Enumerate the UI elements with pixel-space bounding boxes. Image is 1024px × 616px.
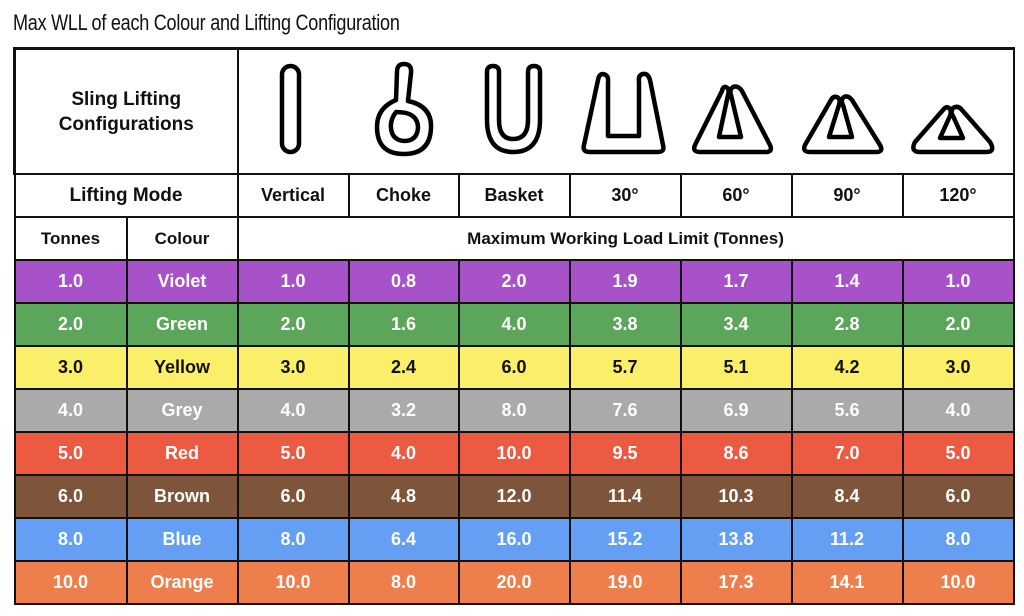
wll-cell: 4.2 (790, 345, 904, 390)
wll-cell: 8.6 (679, 431, 793, 476)
mode-90: 90° (790, 173, 904, 218)
mode-choke: Choke (347, 173, 460, 218)
tonnes-cell: 8.0 (13, 517, 128, 562)
colour-cell: Orange (125, 560, 239, 605)
tonnes-cell: 10.0 (13, 560, 128, 605)
wll-header: Maximum Working Load Limit (Tonnes) (236, 216, 1015, 261)
wll-cell: 0.8 (347, 259, 460, 304)
wll-cell: 9.5 (568, 431, 682, 476)
colour-cell: Green (125, 302, 239, 347)
table-row-yellow: 3.0 Yellow 3.0 2.4 6.0 5.7 5.1 4.2 3.0 (13, 345, 1015, 390)
wll-cell: 19.0 (568, 560, 682, 605)
wll-cell: 4.0 (347, 431, 460, 476)
wll-cell: 6.4 (347, 517, 460, 562)
wll-cell: 2.0 (236, 302, 350, 347)
config-label-text: Sling Lifting Configurations (58, 88, 194, 135)
colour-cell: Red (125, 431, 239, 476)
config-icons-cell (236, 47, 1015, 175)
wll-cell: 11.2 (790, 517, 904, 562)
table-row-grey: 4.0 Grey 4.0 3.2 8.0 7.6 6.9 5.6 4.0 (13, 388, 1015, 433)
wll-cell: 6.0 (901, 474, 1015, 519)
wll-cell: 2.4 (347, 345, 460, 390)
wll-cell: 5.0 (236, 431, 350, 476)
wll-cell: 2.0 (457, 259, 571, 304)
wll-table: Sling Lifting Configurations Lifting Mod… (13, 47, 1015, 605)
mode-120: 120° (901, 173, 1015, 218)
wll-cell: 8.0 (457, 388, 571, 433)
wll-cell: 4.0 (901, 388, 1015, 433)
colour-cell: Blue (125, 517, 239, 562)
wll-cell: 5.1 (679, 345, 793, 390)
wll-cell: 1.9 (568, 259, 682, 304)
wll-cell: 3.4 (679, 302, 793, 347)
wll-cell: 1.0 (901, 259, 1015, 304)
tonnes-cell: 3.0 (13, 345, 128, 390)
wll-cell: 4.0 (457, 302, 571, 347)
colour-cell: Violet (125, 259, 239, 304)
tonnes-cell: 1.0 (13, 259, 128, 304)
colour-cell: Yellow (125, 345, 239, 390)
wll-cell: 8.4 (790, 474, 904, 519)
wll-cell: 6.9 (679, 388, 793, 433)
table-row-green: 2.0 Green 2.0 1.6 4.0 3.8 3.4 2.8 2.0 (13, 302, 1015, 347)
wll-cell: 10.3 (679, 474, 793, 519)
wll-cell: 10.0 (901, 560, 1015, 605)
wll-cell: 15.2 (568, 517, 682, 562)
wll-cell: 3.2 (347, 388, 460, 433)
wll-cell: 6.0 (457, 345, 571, 390)
wll-cell: 12.0 (457, 474, 571, 519)
mode-row: Lifting Mode Vertical Choke Basket 30° 6… (13, 173, 1015, 218)
wll-cell: 14.1 (790, 560, 904, 605)
wll-cell: 5.7 (568, 345, 682, 390)
wll-cell: 16.0 (457, 517, 571, 562)
table-row-violet: 1.0 Violet 1.0 0.8 2.0 1.9 1.7 1.4 1.0 (13, 259, 1015, 304)
page-title: Max WLL of each Colour and Lifting Confi… (13, 10, 400, 35)
table-row-red: 5.0 Red 5.0 4.0 10.0 9.5 8.6 7.0 5.0 (13, 431, 1015, 476)
wll-cell: 6.0 (236, 474, 350, 519)
wll-cell: 3.0 (901, 345, 1015, 390)
mode-label: Lifting Mode (13, 173, 239, 218)
mode-30: 30° (568, 173, 682, 218)
wll-cell: 3.8 (568, 302, 682, 347)
wll-cell: 8.0 (347, 560, 460, 605)
colour-header: Colour (125, 216, 239, 261)
wll-cell: 1.7 (679, 259, 793, 304)
table-row-blue: 8.0 Blue 8.0 6.4 16.0 15.2 13.8 11.2 8.0 (13, 517, 1015, 562)
wll-cell: 8.0 (901, 517, 1015, 562)
colour-cell: Brown (125, 474, 239, 519)
tonnes-cell: 6.0 (13, 474, 128, 519)
wll-cell: 8.0 (236, 517, 350, 562)
wll-cell: 17.3 (679, 560, 793, 605)
wll-cell: 4.0 (236, 388, 350, 433)
tonnes-cell: 2.0 (13, 302, 128, 347)
wll-cell: 20.0 (457, 560, 571, 605)
wll-cell: 1.6 (347, 302, 460, 347)
wll-cell: 3.0 (236, 345, 350, 390)
wll-cell: 13.8 (679, 517, 793, 562)
colour-cell: Grey (125, 388, 239, 433)
mode-vertical: Vertical (236, 173, 350, 218)
config-row: Sling Lifting Configurations (13, 47, 1015, 175)
mode-60: 60° (679, 173, 793, 218)
config-label: Sling Lifting Configurations (13, 47, 239, 175)
wll-cell: 10.0 (457, 431, 571, 476)
tonnes-cell: 4.0 (13, 388, 128, 433)
wll-cell: 2.0 (901, 302, 1015, 347)
wll-cell: 4.8 (347, 474, 460, 519)
wll-cell: 2.8 (790, 302, 904, 347)
table-row-brown: 6.0 Brown 6.0 4.8 12.0 11.4 10.3 8.4 6.0 (13, 474, 1015, 519)
column-header-row: Tonnes Colour Maximum Working Load Limit… (13, 216, 1015, 261)
wll-cell: 1.4 (790, 259, 904, 304)
wll-cell: 7.6 (568, 388, 682, 433)
wll-cell: 11.4 (568, 474, 682, 519)
mode-basket: Basket (457, 173, 571, 218)
wll-cell: 7.0 (790, 431, 904, 476)
wll-cell: 1.0 (236, 259, 350, 304)
wll-cell: 5.6 (790, 388, 904, 433)
wll-cell: 10.0 (236, 560, 350, 605)
tonnes-cell: 5.0 (13, 431, 128, 476)
table-row-orange: 10.0 Orange 10.0 8.0 20.0 19.0 17.3 14.1 10.0 (13, 560, 1015, 605)
tonnes-header: Tonnes (13, 216, 128, 261)
wll-cell: 5.0 (901, 431, 1015, 476)
